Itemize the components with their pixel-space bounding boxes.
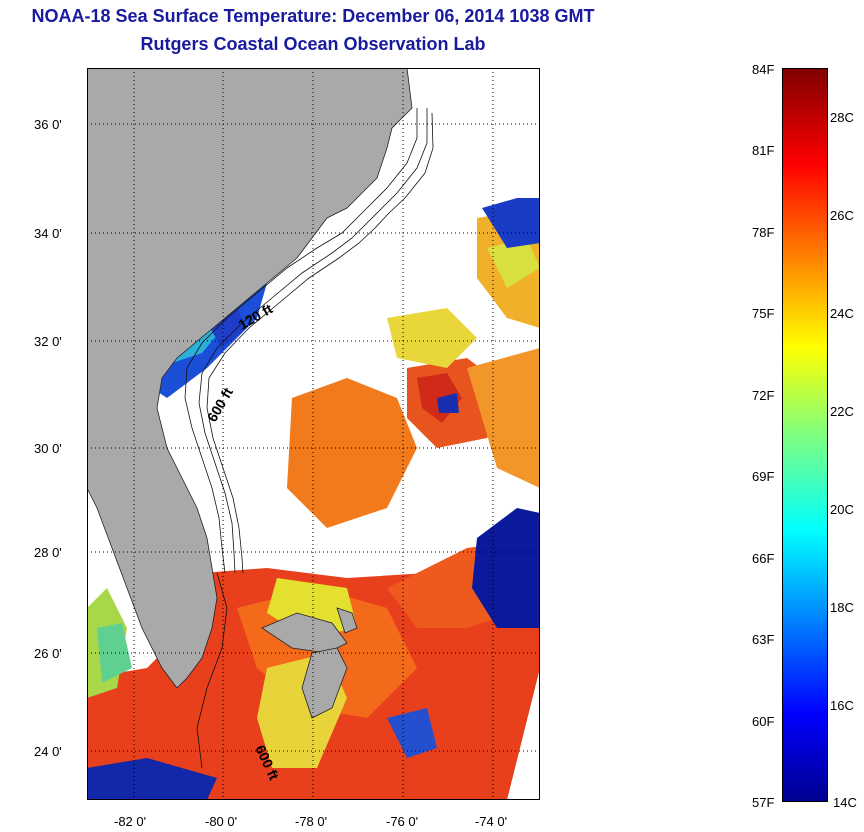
cbar-c-28: 28C — [830, 110, 854, 125]
cbar-c-24: 24C — [830, 306, 854, 321]
cbar-c-26: 26C — [830, 208, 854, 223]
lat-tick-32: 32 0' — [34, 334, 62, 349]
cbar-f-63: 63F — [752, 632, 775, 647]
cbar-f-75: 75F — [752, 306, 775, 321]
lat-tick-26: 26 0' — [34, 646, 62, 661]
cbar-f-84: 84F — [752, 62, 775, 77]
cbar-f-69: 69F — [752, 469, 775, 484]
cbar-f-78: 78F — [752, 225, 775, 240]
cbar-c-22: 22C — [830, 404, 854, 419]
lon-tick-78: -78 0' — [295, 814, 328, 829]
cbar-c-18: 18C — [830, 600, 854, 615]
lat-tick-30: 30 0' — [34, 441, 62, 456]
lon-tick-82: -82 0' — [114, 814, 147, 829]
lon-tick-74: -74 0' — [475, 814, 508, 829]
cbar-c-16: 16C — [830, 698, 854, 713]
cbar-c-14: 14C — [833, 795, 857, 810]
colorbar-gradient — [782, 68, 828, 802]
cbar-f-72: 72F — [752, 388, 775, 403]
cbar-c-20: 20C — [830, 502, 854, 517]
sst-map: 120 ft 600 ft 600 ft — [87, 68, 540, 800]
map-title: NOAA-18 Sea Surface Temperature: Decembe… — [31, 6, 595, 26]
lon-tick-76: -76 0' — [386, 814, 419, 829]
map-frame — [87, 68, 540, 800]
cbar-f-57: 57F — [752, 795, 775, 810]
cbar-f-81: 81F — [752, 143, 775, 158]
lat-tick-34: 34 0' — [34, 226, 62, 241]
cbar-f-60: 60F — [752, 714, 775, 729]
lat-tick-36: 36 0' — [34, 117, 62, 132]
map-subtitle: Rutgers Coastal Ocean Observation Lab — [140, 34, 486, 54]
colorbar — [782, 68, 828, 802]
lat-tick-28: 28 0' — [34, 545, 62, 560]
lat-tick-24: 24 0' — [34, 744, 62, 759]
cbar-f-66: 66F — [752, 551, 775, 566]
lon-tick-80: -80 0' — [205, 814, 238, 829]
